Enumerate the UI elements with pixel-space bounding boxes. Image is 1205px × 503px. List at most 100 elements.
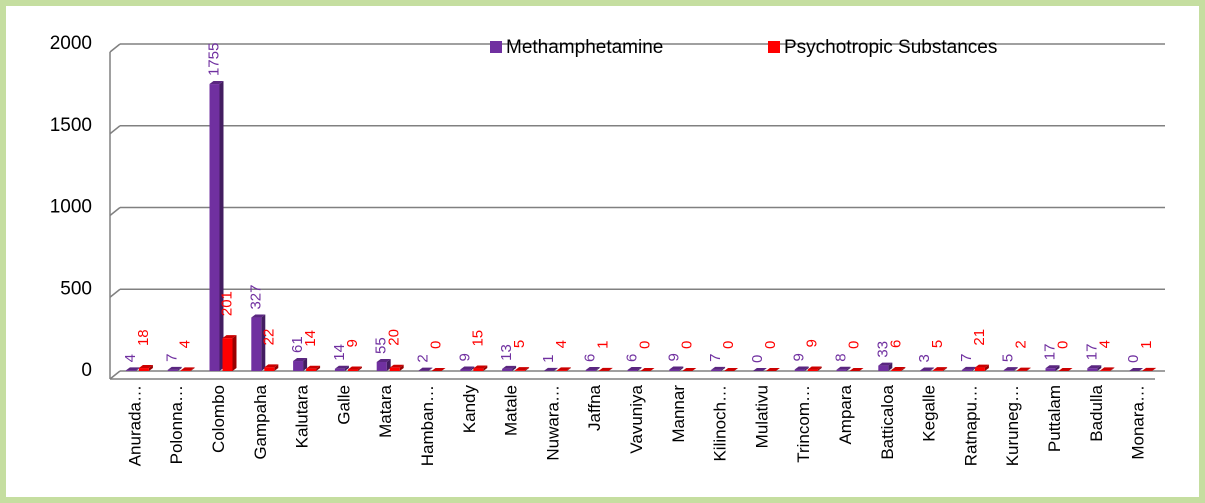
bar-side xyxy=(679,366,684,371)
bar-top xyxy=(1129,368,1144,371)
bar xyxy=(264,367,275,371)
bar-top xyxy=(515,367,530,371)
data-label: 6 xyxy=(582,354,599,362)
x-tick-label: Kuruneg… xyxy=(1003,385,1022,466)
bar-top xyxy=(1045,365,1060,369)
bar-side xyxy=(483,365,488,371)
bar-side xyxy=(888,362,893,371)
data-label: 4 xyxy=(1096,340,1113,348)
data-label: 0 xyxy=(1054,341,1071,349)
bar-top xyxy=(556,367,571,371)
bar-top xyxy=(431,368,446,371)
data-label: 0 xyxy=(427,341,444,349)
bar-top xyxy=(724,368,739,371)
bar xyxy=(389,367,400,371)
bar-top xyxy=(598,367,613,371)
bar-top xyxy=(376,359,391,363)
bar xyxy=(627,370,638,371)
bar-side xyxy=(901,367,906,371)
x-tick-label: Mulativu xyxy=(752,385,771,448)
x-tick-label: Ampara xyxy=(836,384,855,444)
data-label: 7 xyxy=(707,354,724,362)
bar xyxy=(974,367,985,371)
bar-top xyxy=(669,366,684,370)
bar xyxy=(1087,368,1098,371)
x-tick-label: Monara… xyxy=(1129,385,1148,460)
bar xyxy=(961,369,972,371)
bar xyxy=(711,369,722,371)
bar xyxy=(556,370,567,371)
bar-side xyxy=(177,366,182,371)
bar-top xyxy=(502,365,517,369)
bar-side xyxy=(721,366,726,371)
bar-side xyxy=(553,367,558,371)
data-label: 15 xyxy=(469,330,486,347)
bar-side xyxy=(428,367,433,371)
bar-side xyxy=(1152,367,1157,371)
x-tick-label: Galle xyxy=(334,385,353,425)
bar-top xyxy=(306,365,321,369)
bar-top xyxy=(138,365,153,369)
y-tick-label: 500 xyxy=(60,278,92,299)
grid-line-depth xyxy=(109,370,121,380)
bar xyxy=(167,369,178,371)
bar-top xyxy=(264,364,279,368)
bar-side xyxy=(344,365,349,371)
bar xyxy=(293,361,304,371)
data-label: 9 xyxy=(344,339,361,347)
x-tick-label: Batticaloa xyxy=(878,384,897,459)
data-label: 5 xyxy=(929,340,946,348)
bar-top xyxy=(836,366,851,370)
bar xyxy=(334,368,345,371)
data-label: 7 xyxy=(164,354,181,362)
data-label: 9 xyxy=(791,353,808,361)
bar-side xyxy=(148,365,153,371)
bar-side xyxy=(637,367,642,371)
y-tick-label: 0 xyxy=(81,360,92,381)
x-tick-label: Matale xyxy=(502,385,521,436)
bar-top xyxy=(1058,368,1073,371)
bar-side xyxy=(219,81,224,372)
bar xyxy=(1045,368,1056,371)
bar xyxy=(807,369,818,371)
bar xyxy=(138,368,149,371)
data-label: 9 xyxy=(665,353,682,361)
bar xyxy=(180,370,191,371)
bar xyxy=(891,370,902,371)
bar xyxy=(347,369,358,371)
bar-top xyxy=(1016,367,1031,371)
x-tick-label: Mannar xyxy=(669,385,688,443)
data-label: 1755 xyxy=(205,43,222,76)
bar-top xyxy=(251,314,266,318)
bar-side xyxy=(399,364,404,371)
bar-side xyxy=(566,367,571,371)
data-label: 13 xyxy=(498,344,515,361)
x-tick-label: Jaffna xyxy=(585,384,604,431)
grid-line-depth xyxy=(109,43,121,53)
x-tick-label: Puttalam xyxy=(1045,385,1064,452)
bar xyxy=(669,369,680,371)
bar xyxy=(585,370,596,371)
bar xyxy=(251,317,262,371)
bar-top xyxy=(180,367,195,371)
bar-top xyxy=(752,368,767,371)
bar xyxy=(794,369,805,371)
data-label: 14 xyxy=(331,344,348,361)
data-label: 17 xyxy=(1083,344,1100,361)
bar-side xyxy=(303,358,308,371)
x-tick-label: Trincom… xyxy=(794,385,813,463)
data-label: 22 xyxy=(260,329,277,346)
bar-side xyxy=(984,364,989,371)
bar-side xyxy=(1055,365,1060,371)
legend-label: Methamphetamine xyxy=(506,37,663,58)
bar-top xyxy=(711,366,726,370)
bar-side xyxy=(595,367,600,371)
data-label: 5 xyxy=(511,340,528,348)
y-tick-label: 2000 xyxy=(50,33,92,54)
bar xyxy=(306,368,317,371)
data-label: 2 xyxy=(1013,340,1030,348)
bar-side xyxy=(470,366,475,371)
data-label: 0 xyxy=(845,341,862,349)
bar-top xyxy=(682,368,697,371)
bar-side xyxy=(512,365,517,371)
